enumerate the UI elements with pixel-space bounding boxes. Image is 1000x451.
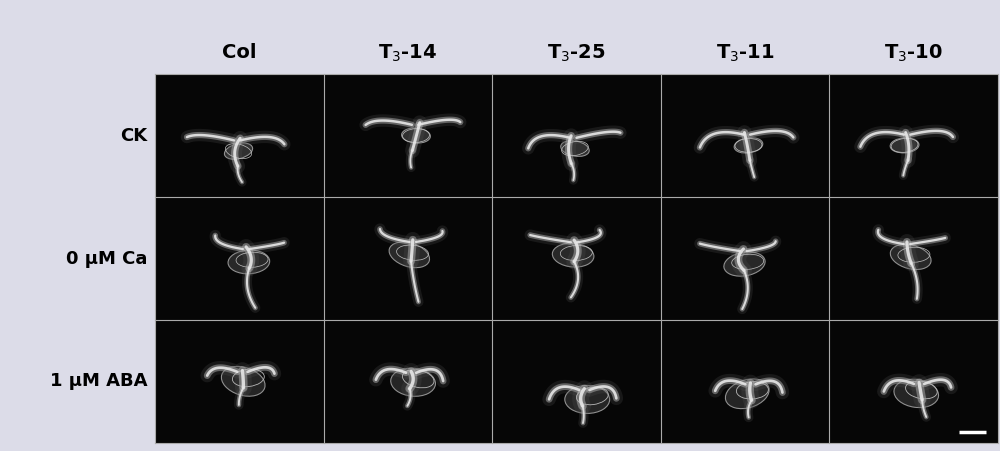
Ellipse shape [402,128,430,143]
Bar [829,320,998,443]
Bar [829,197,998,320]
Ellipse shape [228,250,270,274]
Ellipse shape [561,141,589,156]
Bar [661,197,829,320]
Bar [492,74,661,197]
Bar [324,197,492,320]
Ellipse shape [221,367,265,396]
Bar [829,74,998,197]
Text: CK: CK [120,127,147,145]
Ellipse shape [894,379,939,408]
Text: T$_3$-11: T$_3$-11 [716,42,774,64]
Ellipse shape [724,252,765,276]
Ellipse shape [725,379,769,409]
Bar [155,320,324,443]
Text: T$_3$-10: T$_3$-10 [884,42,943,64]
Text: Col: Col [222,43,257,63]
Text: T$_3$-14: T$_3$-14 [378,42,437,64]
Ellipse shape [389,242,430,268]
Ellipse shape [391,368,435,396]
Ellipse shape [552,243,594,267]
Bar [661,320,829,443]
Bar [492,320,661,443]
Text: 0 μM Ca: 0 μM Ca [66,250,147,267]
Bar [324,320,492,443]
Bar [661,74,829,197]
Ellipse shape [565,386,610,414]
Ellipse shape [734,138,763,153]
Bar [324,74,492,197]
Bar [155,74,324,197]
Bar [492,197,661,320]
Ellipse shape [890,244,931,270]
Bar [155,197,324,320]
Text: 1 μM ABA: 1 μM ABA [50,373,147,391]
Ellipse shape [890,138,919,153]
Text: T$_3$-25: T$_3$-25 [547,42,606,64]
Ellipse shape [224,143,253,159]
